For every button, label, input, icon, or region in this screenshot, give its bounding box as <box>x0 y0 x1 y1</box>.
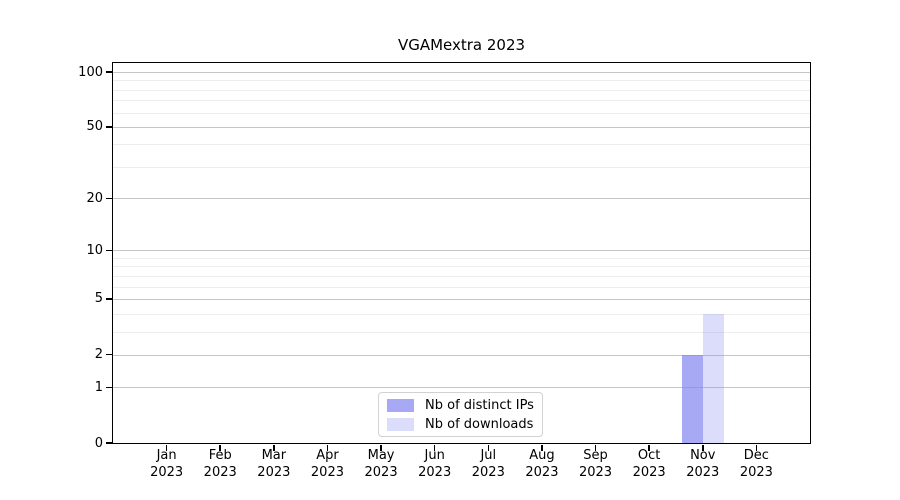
gridline-major <box>113 72 810 74</box>
bar-downloads <box>702 313 724 443</box>
y-tick-label: 50 <box>86 119 103 135</box>
x-tick-label: Feb 2023 <box>203 448 237 480</box>
y-tick-label: 1 <box>94 379 103 395</box>
x-tick-label: Aug 2023 <box>525 448 559 480</box>
legend: Nb of distinct IPs Nb of downloads <box>378 392 543 437</box>
y-tick <box>106 249 112 251</box>
x-tick <box>433 444 436 451</box>
gridline-minor <box>113 80 810 82</box>
legend-item-distinct-ips: Nb of distinct IPs <box>387 396 534 414</box>
gridline-minor <box>113 144 810 146</box>
x-tick-label: Oct 2023 <box>632 448 666 480</box>
gridline-minor <box>113 166 810 168</box>
x-tick <box>487 444 490 451</box>
x-tick-label: Jan 2023 <box>150 448 184 480</box>
legend-item-downloads: Nb of downloads <box>387 415 534 433</box>
gridline-minor <box>113 331 810 333</box>
x-tick <box>165 444 168 451</box>
x-tick <box>755 444 758 451</box>
x-tick <box>326 444 329 451</box>
chart-title: VGAMextra 2023 <box>397 36 526 54</box>
y-tick <box>106 197 112 200</box>
legend-label-distinct-ips: Nb of distinct IPs <box>425 397 534 413</box>
gridline-minor <box>113 89 810 91</box>
gridline-minor <box>113 112 810 114</box>
x-tick <box>380 444 382 451</box>
gridline-minor <box>113 313 810 315</box>
y-tick-label: 2 <box>94 347 103 363</box>
legend-label-downloads: Nb of downloads <box>425 416 534 432</box>
gridline-minor <box>113 257 810 259</box>
legend-swatch-downloads <box>387 417 414 431</box>
gridline-major <box>113 387 810 389</box>
x-tick <box>219 444 221 451</box>
x-tick-label: Jul 2023 <box>471 448 505 480</box>
gridline-major <box>113 198 810 200</box>
gridline-minor <box>113 275 810 277</box>
gridline-minor <box>113 266 810 268</box>
gridline-major <box>113 250 810 252</box>
plot-area: Nb of distinct IPs Nb of downloads <box>113 63 810 443</box>
y-tick <box>106 298 112 300</box>
y-tick-label: 5 <box>94 291 103 307</box>
x-tick-label: Mar 2023 <box>257 448 291 480</box>
gridline-minor <box>113 100 810 102</box>
gridline-major <box>113 298 810 300</box>
legend-swatch-distinct-ips <box>387 398 414 412</box>
y-tick-label: 10 <box>86 242 103 258</box>
x-tick-label: Nov 2023 <box>686 448 720 480</box>
y-tick <box>106 126 112 128</box>
x-tick <box>702 444 704 451</box>
x-tick-label: May 2023 <box>364 448 398 480</box>
y-tick <box>106 386 112 389</box>
y-tick <box>106 71 112 73</box>
gridline-minor <box>113 286 810 288</box>
x-tick <box>594 444 597 451</box>
x-tick <box>648 444 650 451</box>
x-tick-label: Apr 2023 <box>310 448 344 480</box>
y-tick-label: 0 <box>94 435 103 451</box>
bar-distinct-ips <box>681 354 703 443</box>
x-tick-label: Jun 2023 <box>418 448 452 480</box>
gridline-major <box>113 126 810 128</box>
gridline-major <box>113 354 810 356</box>
x-tick <box>541 444 543 451</box>
x-tick <box>273 444 275 451</box>
y-tick <box>106 442 112 444</box>
y-tick <box>106 353 112 356</box>
y-tick-label: 100 <box>78 64 103 80</box>
x-tick-label: Dec 2023 <box>739 448 773 480</box>
y-tick-label: 20 <box>86 190 103 206</box>
x-tick-label: Sep 2023 <box>578 448 613 480</box>
